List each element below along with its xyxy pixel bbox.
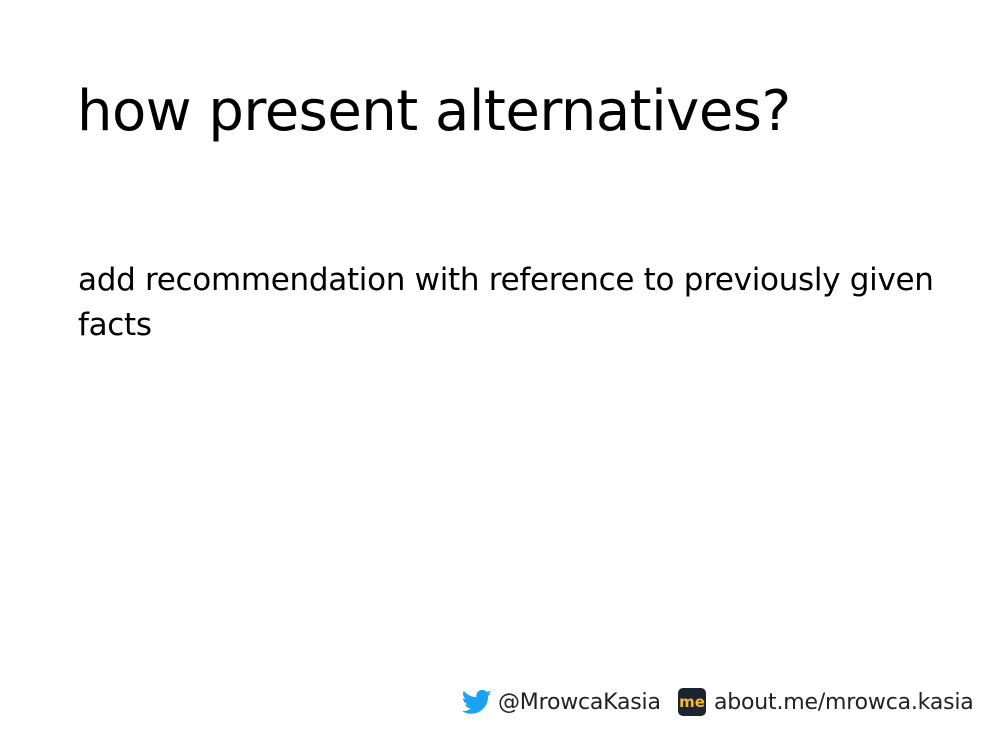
twitter-handle-text: @MrowcaKasia	[498, 689, 661, 715]
twitter-handle-link[interactable]: @MrowcaKasia	[460, 684, 661, 720]
twitter-bird-icon	[461, 689, 492, 714]
slide-title: how present alternatives?	[77, 79, 791, 144]
aboutme-link[interactable]: me about.me/mrowca.kasia	[678, 684, 974, 720]
slide-body-text: add recommendation with reference to pre…	[78, 262, 934, 343]
aboutme-logo-icon: me	[678, 688, 706, 716]
aboutme-link-text: about.me/mrowca.kasia	[714, 689, 974, 715]
